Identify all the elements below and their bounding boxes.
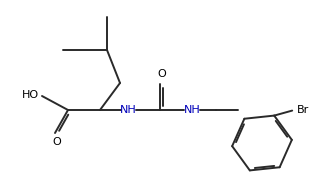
Text: HO: HO [22, 90, 39, 100]
Text: O: O [53, 137, 61, 147]
Text: Br: Br [297, 105, 309, 115]
Text: O: O [158, 69, 166, 79]
Text: NH: NH [120, 105, 137, 115]
Text: NH: NH [183, 105, 200, 115]
